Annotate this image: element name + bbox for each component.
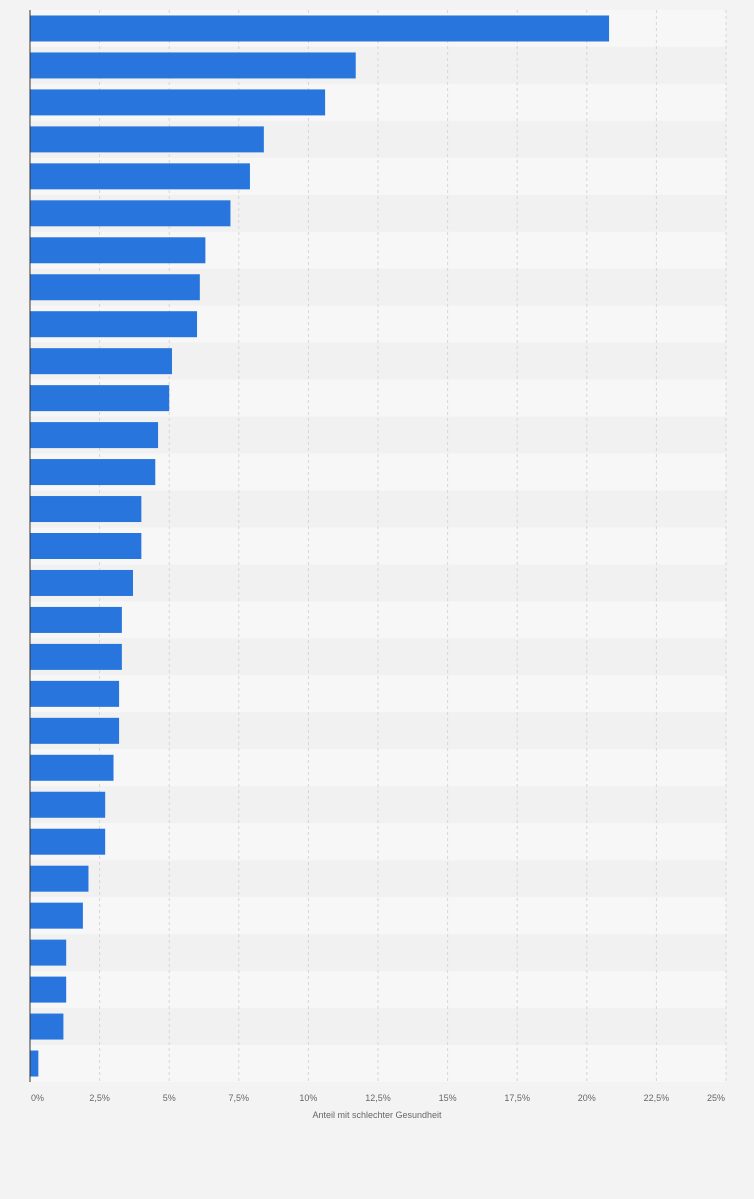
x-tick-label: 5%: [163, 1093, 176, 1103]
bar[interactable]: [30, 200, 231, 227]
bar[interactable]: [30, 348, 172, 375]
bar[interactable]: [30, 569, 134, 596]
row-band: [30, 823, 726, 861]
bar[interactable]: [30, 1050, 39, 1077]
x-axis-ticks: 0% 2,5% 5% 7,5% 10% 12,5% 15% 17,5% 20% 22,5% 25%: [31, 1093, 725, 1103]
bar[interactable]: [30, 422, 159, 449]
bar[interactable]: [30, 496, 142, 523]
bar[interactable]: [30, 680, 120, 707]
bar[interactable]: [30, 791, 106, 818]
x-tick-label: 12,5%: [365, 1093, 391, 1103]
x-tick-label: 10%: [299, 1093, 317, 1103]
bar[interactable]: [30, 385, 170, 412]
x-tick-label: 15%: [439, 1093, 457, 1103]
bar[interactable]: [30, 533, 142, 559]
bar[interactable]: [30, 828, 106, 855]
bar[interactable]: [30, 126, 264, 153]
bar[interactable]: [30, 52, 356, 79]
row-band: [30, 1045, 726, 1082]
bar[interactable]: [30, 606, 122, 633]
bar[interactable]: [30, 237, 206, 264]
bar[interactable]: [30, 939, 67, 966]
bar[interactable]: [30, 754, 114, 781]
x-tick-label: 25%: [707, 1093, 725, 1103]
x-tick-label: 20%: [578, 1093, 596, 1103]
x-tick-label: 17,5%: [504, 1093, 530, 1103]
row-band: [30, 860, 726, 898]
x-tick-label: 2,5%: [89, 1093, 110, 1103]
bar[interactable]: [30, 902, 83, 929]
bar[interactable]: [30, 15, 610, 42]
bar[interactable]: [30, 717, 120, 744]
bar[interactable]: [30, 1013, 64, 1040]
bar[interactable]: [30, 274, 200, 301]
bar[interactable]: [30, 865, 89, 892]
x-axis-title: Anteil mit schlechter Gesundheit: [312, 1110, 442, 1120]
bar[interactable]: [30, 163, 250, 190]
bars: [30, 15, 610, 1077]
x-tick-label: 7,5%: [229, 1093, 250, 1103]
bar[interactable]: [30, 311, 198, 338]
row-band: [30, 897, 726, 935]
bar[interactable]: [30, 89, 326, 116]
bar[interactable]: [30, 459, 156, 486]
bar[interactable]: [30, 643, 122, 670]
row-band: [30, 601, 726, 639]
x-tick-label: 22,5%: [644, 1093, 670, 1103]
bar[interactable]: [30, 976, 67, 1003]
row-band: [30, 638, 726, 676]
x-tick-label: 0%: [31, 1093, 44, 1103]
